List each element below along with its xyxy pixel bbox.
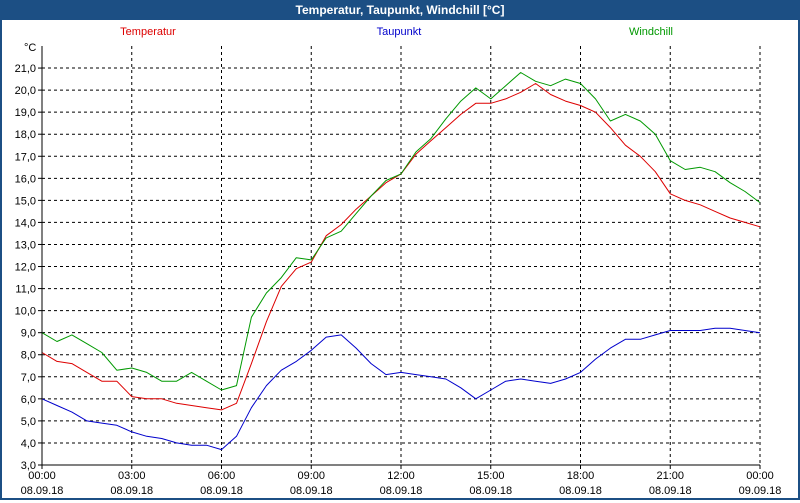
y-tick-label: 7,0 <box>21 372 36 384</box>
y-tick-label: 9,0 <box>21 328 36 340</box>
x-tick-date: 09.09.18 <box>739 485 782 497</box>
legend-taupunkt: Taupunkt <box>377 26 422 38</box>
x-tick-time: 15:00 <box>477 470 505 482</box>
y-tick-label: 10,0 <box>15 306 36 318</box>
series-line-windchill <box>41 72 761 391</box>
y-tick-label: 12,0 <box>15 262 36 274</box>
y-tick-label: 19,0 <box>15 107 36 119</box>
y-tick-label: 6,0 <box>21 394 36 406</box>
x-tick-time: 00:00 <box>746 470 774 482</box>
y-tick-label: 13,0 <box>15 239 36 251</box>
legend-windchill: Windchill <box>629 26 673 38</box>
x-tick-date: 08.09.18 <box>110 485 153 497</box>
grid <box>42 46 761 465</box>
y-tick-label: 16,0 <box>15 173 36 185</box>
x-tick-time: 03:00 <box>118 470 146 482</box>
y-tick-label: 4,0 <box>21 438 36 450</box>
x-tick-date: 08.09.18 <box>21 485 64 497</box>
x-tick-date: 08.09.18 <box>559 485 602 497</box>
y-tick-label: 3,0 <box>21 460 36 472</box>
y-tick-label: 20,0 <box>15 85 36 97</box>
x-tick-date: 08.09.18 <box>290 485 333 497</box>
y-tick-label: 21,0 <box>15 63 36 75</box>
y-tick-label: 18,0 <box>15 129 36 141</box>
window-title: Temperatur, Taupunkt, Windchill [°C] <box>295 3 505 17</box>
x-tick-time: 18:00 <box>567 470 595 482</box>
x-tick-date: 08.09.18 <box>200 485 243 497</box>
y-tick-label: 17,0 <box>15 151 36 163</box>
x-tick-time: 00:00 <box>28 470 56 482</box>
x-tick-time: 12:00 <box>387 470 415 482</box>
x-tick-date: 08.09.18 <box>649 485 692 497</box>
series-lines <box>41 72 761 451</box>
y-tick-label: 5,0 <box>21 416 36 428</box>
x-tick-date: 08.09.18 <box>380 485 423 497</box>
series-line-taupunkt <box>41 327 761 451</box>
y-tick-label: 8,0 <box>21 350 36 362</box>
y-tick-label: 15,0 <box>15 195 36 207</box>
x-tick-time: 06:00 <box>208 470 236 482</box>
y-tick-label: 14,0 <box>15 217 36 229</box>
y-tick-label: 11,0 <box>15 284 36 296</box>
chart-svg: 3,0 4,0 5,0 6,0 7,0 8,0 9,0 10,0 11,0 12,0 13,0 14,… <box>15 26 782 497</box>
x-tick-time: 09:00 <box>297 470 325 482</box>
legend-temperatur: Temperatur <box>120 26 176 38</box>
x-ticks: 00:00 08.09.18 03:00 08.09.18 06:00 08.09.18 0… <box>21 465 782 497</box>
x-tick-date: 08.09.18 <box>469 485 512 497</box>
x-tick-time: 21:00 <box>656 470 684 482</box>
y-ticks: 3,0 4,0 5,0 6,0 7,0 8,0 9,0 10,0 11,0 12,0 13,0 14,… <box>15 63 42 472</box>
y-unit-label: °C <box>24 42 36 54</box>
chart-panel: 3,0 4,0 5,0 6,0 7,0 8,0 9,0 10,0 11,0 12,0 13,0 14,… <box>2 20 798 498</box>
